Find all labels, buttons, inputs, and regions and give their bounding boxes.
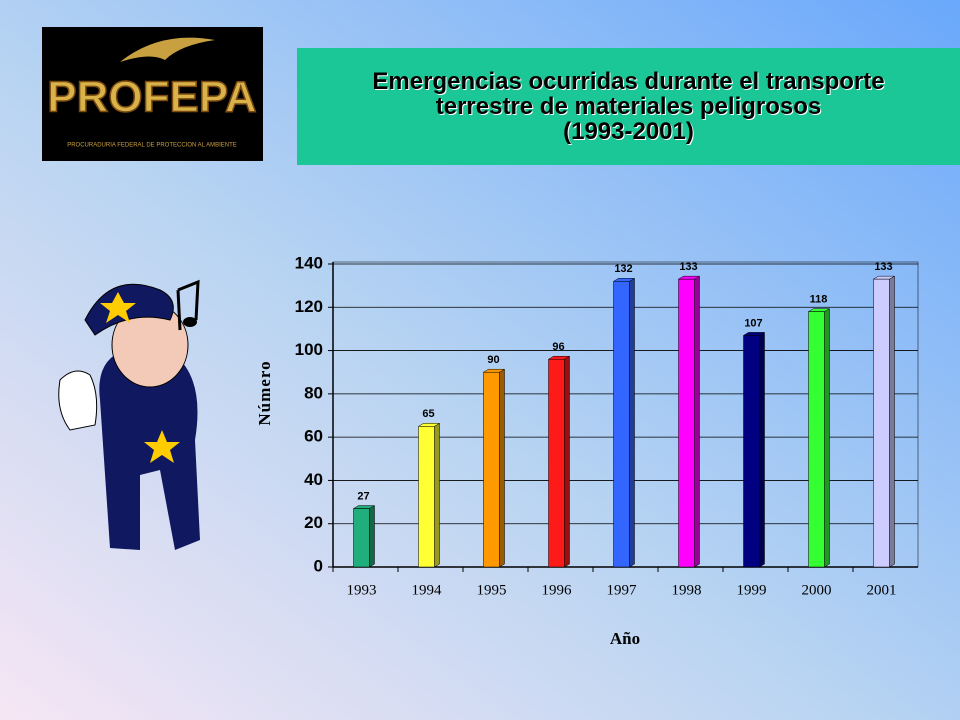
music-note bbox=[176, 279, 200, 331]
x-tick-label: 1999 bbox=[737, 582, 767, 598]
x-tick-label: 1994 bbox=[412, 582, 443, 598]
logo: PROFEPA PROCURADURIA FEDERAL DE PROTECCI… bbox=[42, 27, 263, 161]
bar-side bbox=[564, 355, 570, 568]
x-axis-label: Año bbox=[610, 629, 640, 648]
logo-name: PROFEPA bbox=[47, 73, 256, 122]
x-tick-label: 1998 bbox=[672, 582, 702, 598]
x-tick-label: 1996 bbox=[542, 582, 573, 598]
bar bbox=[418, 426, 435, 568]
cop-hand bbox=[58, 370, 98, 431]
x-tick-label: 1993 bbox=[347, 582, 377, 598]
value-label: 133 bbox=[679, 261, 697, 273]
cop-body bbox=[99, 350, 200, 550]
cop-hat bbox=[84, 283, 174, 336]
bar-side bbox=[694, 275, 700, 568]
bar bbox=[613, 281, 630, 568]
music-note-head bbox=[183, 317, 197, 327]
x-tick-label: 1997 bbox=[607, 582, 638, 598]
y-tick-label: 40 bbox=[304, 470, 323, 489]
cop-badge bbox=[100, 292, 136, 323]
logo-subtitle: PROCURADURIA FEDERAL DE PROTECCION AL AM… bbox=[67, 143, 237, 149]
title-line: Emergencias ocurridas durante el transpo… bbox=[372, 68, 885, 95]
value-label: 107 bbox=[744, 317, 762, 329]
value-label: 118 bbox=[810, 294, 828, 306]
y-tick-label: 20 bbox=[304, 513, 323, 532]
bar-side bbox=[759, 331, 765, 568]
logo-eagle bbox=[120, 37, 215, 62]
title-line: (1993-2001) bbox=[563, 118, 694, 145]
bar-side bbox=[824, 308, 830, 568]
y-tick-label: 80 bbox=[304, 383, 323, 402]
value-label: 133 bbox=[874, 261, 892, 273]
y-tick-label: 0 bbox=[314, 556, 323, 575]
bar bbox=[678, 278, 695, 568]
bar bbox=[743, 335, 760, 568]
bar-side bbox=[629, 277, 635, 568]
x-tick-label: 1995 bbox=[477, 582, 507, 598]
bar-side bbox=[369, 505, 375, 568]
bar bbox=[353, 508, 370, 568]
cop-star bbox=[144, 430, 180, 463]
cop-cartoon bbox=[58, 279, 200, 550]
title-box: Emergencias ocurridas durante el transpo… bbox=[297, 48, 960, 165]
title-line: terrestre de materiales peligrosos bbox=[435, 93, 822, 120]
x-tick-label: 2000 bbox=[802, 582, 832, 598]
value-label: 96 bbox=[552, 341, 564, 353]
value-label: 27 bbox=[357, 490, 369, 502]
value-label: 132 bbox=[614, 263, 632, 275]
bar bbox=[808, 311, 825, 568]
y-tick-label: 140 bbox=[295, 253, 323, 272]
bar-side bbox=[499, 368, 505, 568]
y-tick-label: 100 bbox=[295, 340, 323, 359]
value-label: 90 bbox=[487, 354, 499, 366]
bar bbox=[483, 371, 500, 568]
bar bbox=[873, 278, 890, 568]
y-tick-label: 60 bbox=[304, 427, 323, 446]
value-label: 65 bbox=[422, 408, 434, 420]
bar-side bbox=[434, 422, 440, 568]
y-tick-label: 120 bbox=[295, 297, 323, 316]
y-axis-label: Número bbox=[255, 360, 274, 425]
bar-side bbox=[889, 275, 895, 568]
bar bbox=[548, 358, 565, 568]
x-tick-label: 2001 bbox=[867, 582, 897, 598]
